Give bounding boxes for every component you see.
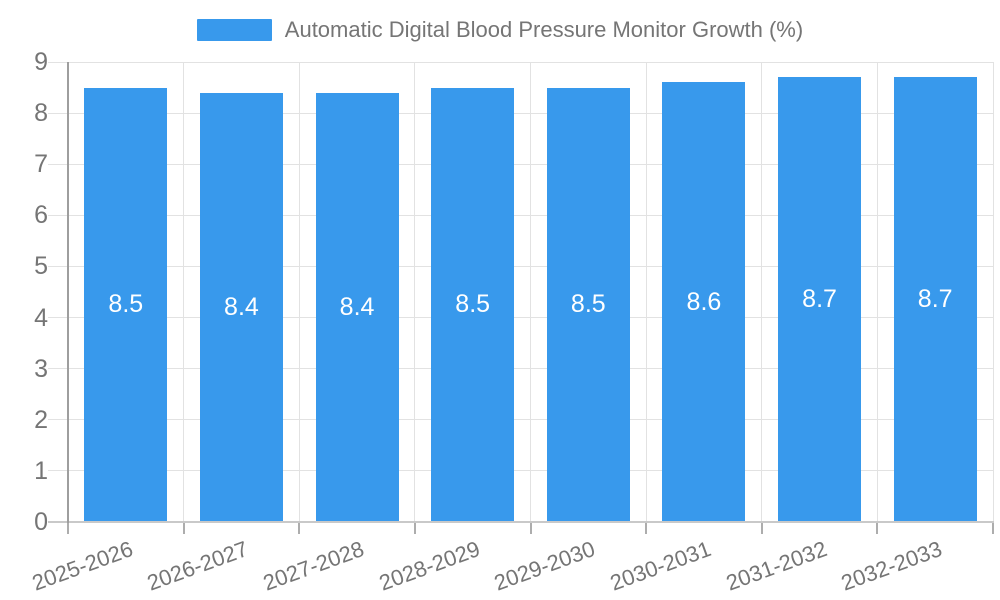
y-tick-label: 5 — [34, 252, 48, 281]
bar: 8.5 — [546, 87, 630, 522]
gridline-horizontal — [48, 112, 993, 114]
x-tick — [529, 523, 532, 534]
x-axis-line — [48, 521, 994, 523]
bar: 8.7 — [893, 77, 977, 522]
bar-value-label: 8.7 — [802, 285, 837, 314]
y-tick-label: 4 — [34, 303, 48, 332]
gridline-horizontal — [48, 317, 993, 319]
y-tick-label: 0 — [34, 508, 48, 536]
legend-swatch-icon — [196, 19, 272, 41]
x-tick — [876, 523, 879, 534]
bar-value-label: 8.7 — [917, 285, 953, 314]
y-axis-line — [67, 62, 69, 533]
gridline-vertical — [876, 62, 878, 522]
bar-value-label: 8.6 — [686, 287, 722, 316]
y-tick-label: 3 — [34, 354, 48, 383]
y-tick-label: 9 — [34, 48, 48, 76]
bar-value-label: 8.5 — [570, 290, 606, 319]
gridline-horizontal — [48, 368, 993, 370]
bar: 8.4 — [315, 92, 399, 522]
gridline-horizontal — [48, 265, 993, 267]
x-tick — [413, 523, 416, 534]
x-tick — [298, 523, 301, 534]
legend-item[interactable]: Automatic Digital Blood Pressure Monitor… — [196, 17, 804, 43]
gridline-horizontal — [48, 61, 993, 63]
gridline-horizontal — [48, 419, 993, 421]
y-tick-label: 7 — [34, 150, 48, 179]
bar-value-label: 8.4 — [224, 292, 259, 321]
bar-value-label: 8.5 — [455, 290, 491, 319]
bar-value-label: 8.5 — [108, 290, 144, 319]
gridline-vertical — [298, 62, 300, 522]
y-tick-label: 6 — [34, 201, 48, 230]
x-tick — [992, 523, 994, 534]
gridline-vertical — [414, 62, 416, 522]
bar: 8.6 — [662, 82, 746, 522]
bar-value-label: 8.4 — [339, 292, 375, 321]
legend-label: Automatic Digital Blood Pressure Monitor… — [284, 17, 804, 42]
gridline-vertical — [992, 62, 994, 522]
bar: 8.7 — [778, 77, 862, 522]
bar: 8.4 — [199, 92, 283, 522]
gridline-horizontal — [48, 214, 993, 216]
gridline-vertical — [645, 62, 647, 522]
y-tick-label: 1 — [34, 456, 48, 485]
gridline-horizontal — [48, 163, 993, 165]
bar: 8.5 — [84, 87, 168, 522]
x-tick — [67, 523, 69, 534]
plot-area: 8.5 8.4 8.4 8.5 8.5 8.6 8.7 8.7 — [48, 61, 994, 522]
y-tick-label: 2 — [34, 405, 48, 434]
gridline-vertical — [530, 62, 531, 522]
x-tick — [760, 523, 763, 534]
legend: Automatic Digital Blood Pressure Monitor… — [0, 17, 1000, 43]
gridline-vertical — [761, 62, 763, 522]
bar: 8.5 — [431, 87, 515, 522]
gridline-horizontal — [48, 470, 993, 472]
x-tick — [645, 523, 648, 534]
y-tick-label: 8 — [34, 99, 48, 128]
x-tick — [182, 523, 185, 534]
gridline-vertical — [183, 62, 185, 522]
